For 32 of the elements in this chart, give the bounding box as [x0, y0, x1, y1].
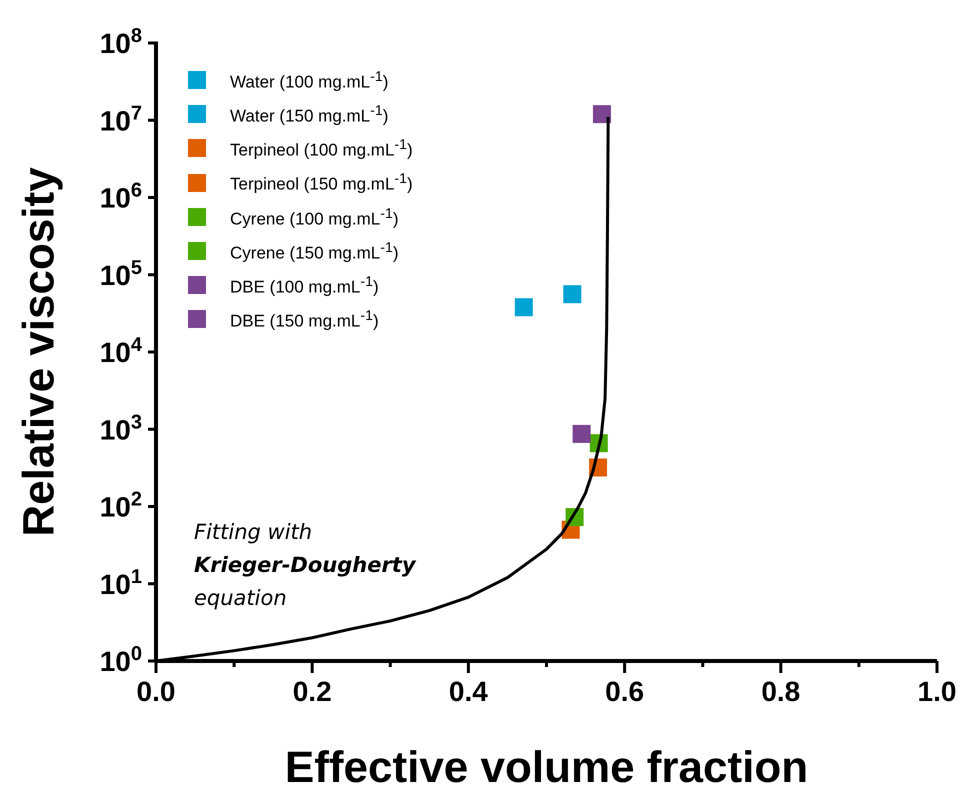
annotation: Fitting with [194, 519, 314, 546]
x-tick-label: 0.2 [292, 676, 332, 707]
point [514, 298, 533, 316]
y-tick-label: 10$^{4}$ [100, 334, 143, 368]
legend-label: Cyrene (100 mg.mL$^{-1}$) [230, 204, 398, 230]
x-tick-label: 1.0 [918, 676, 956, 707]
legend-label: Terpineol (150 mg.mL$^{-1}$) [230, 170, 413, 196]
y-tick-label: 10$^{2}$ [100, 488, 142, 522]
y-axis-title: Relative viscosity [14, 166, 64, 537]
point [592, 105, 611, 124]
x-tick-label: 0.0 [136, 676, 176, 707]
x-axis-title: Effective volume fraction [284, 743, 808, 792]
legend-label: Cyrene (150 mg.mL$^{-1}$) [230, 238, 398, 264]
x-tick-label: 0.8 [761, 676, 800, 707]
y-tick-label: 10$^{7}$ [100, 102, 142, 136]
annotation: Krieger-Dougherty [194, 552, 416, 579]
legend-label: DBE (150 mg.mL$^{-1}$) [230, 307, 379, 333]
point [572, 424, 591, 443]
legend-label: DBE (100 mg.mL$^{-1}$) [230, 272, 379, 299]
y-tick-label: 10$^{1}$ [100, 566, 142, 600]
annotation: equation [194, 585, 288, 612]
legend-label: Water (150 mg.mL$^{-1}$) [230, 102, 388, 128]
legend-label: Water (100 mg.mL$^{-1}$) [230, 68, 388, 94]
y-tick-label: 10$^{8}$ [100, 25, 142, 59]
y-tick-label: 10$^{5}$ [100, 256, 142, 291]
x-tick-label: 0.6 [605, 676, 644, 707]
y-tick-label: 10$^{6}$ [100, 180, 142, 214]
point [563, 285, 582, 304]
y-tick-label: 10$^{3}$ [100, 411, 142, 446]
x-tick-label: 0.4 [448, 676, 488, 707]
legend-label: Terpineol (100 mg.mL$^{-1}$) [230, 136, 413, 162]
y-tick-label: 10$^{0}$ [100, 643, 142, 677]
